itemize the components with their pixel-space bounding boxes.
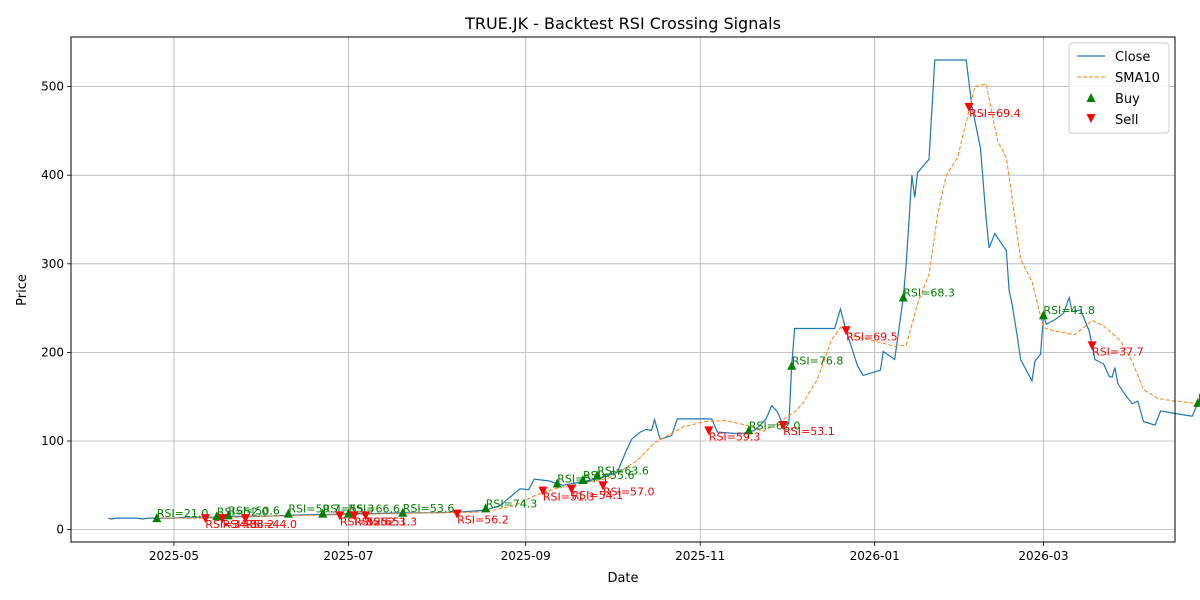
x-axis-title: Date — [607, 571, 638, 586]
sell-annotation: RSI=56.2 — [457, 514, 509, 527]
buy-marker — [283, 508, 293, 518]
sell-annotation: RSI=53.1 — [783, 425, 835, 438]
sell-annotation: RSI=37.7 — [1092, 345, 1144, 358]
legend-buy-label: Buy — [1115, 92, 1140, 107]
legend: Close SMA10 Buy Sell — [1068, 42, 1170, 134]
legend-sell-label: Sell — [1115, 113, 1138, 128]
buy-marker — [481, 503, 491, 513]
buy-annotation: RSI=76.8 — [792, 355, 844, 368]
chart-title: TRUE.JK - Backtest RSI Crossing Signals — [464, 14, 781, 33]
y-tick-label: 100 — [41, 434, 64, 448]
signals-layer: RSI=21.0RSI=52.0RSI=50.6RSI=59.7RSI=55.3… — [152, 102, 1200, 531]
buy-annotation: RSI=53.6 — [403, 502, 455, 515]
sell-annotation: RSI=52.3 — [354, 515, 406, 528]
x-tick-label: 2026-03 — [1018, 549, 1068, 563]
sell-marker — [841, 326, 851, 336]
sell-annotation: RSI=69.5 — [846, 330, 898, 343]
sell-marker — [335, 511, 345, 521]
sell-marker — [1087, 341, 1097, 351]
sell-annotation: RSI=38.2 — [223, 518, 275, 531]
buy-marker — [578, 474, 588, 484]
buy-marker — [223, 510, 233, 520]
y-ticks: 0 100 200 300 400 500 — [41, 80, 71, 537]
buy-marker — [152, 513, 162, 523]
buy-annotation: RSI=74.3 — [486, 497, 538, 510]
buy-annotation: RSI=62.0 — [749, 419, 801, 432]
buy-annotation: RSI=41.8 — [1043, 304, 1095, 317]
sma10-series-line — [156, 83, 1200, 519]
y-tick-label: 500 — [41, 80, 64, 94]
buy-annotation: RSI=66.6 — [348, 503, 400, 516]
buy-marker — [552, 478, 562, 488]
y-axis-title: Price — [15, 274, 30, 306]
x-ticks: 2025-05 2025-07 2025-09 2025-11 2026-01 2026-… — [149, 542, 1069, 563]
buy-marker — [787, 360, 797, 370]
x-tick-label: 2025-11 — [675, 549, 725, 563]
buy-marker — [744, 425, 754, 435]
sell-marker — [240, 514, 250, 524]
buy-marker — [318, 508, 328, 518]
sell-marker — [598, 481, 608, 491]
buy-annotation: RSI=59.7 — [288, 503, 340, 516]
sell-marker — [704, 426, 714, 436]
y-tick-label: 200 — [41, 345, 64, 359]
sell-annotation: RSI=54.1 — [572, 489, 624, 502]
buy-annotation: RSI=21.0 — [157, 507, 209, 520]
sell-marker — [778, 421, 788, 431]
sell-marker — [361, 511, 371, 521]
buy-marker — [1038, 310, 1048, 320]
buy-annotation: RSI=50.6 — [228, 504, 280, 517]
sell-marker — [218, 514, 228, 524]
legend-close-label: Close — [1115, 50, 1150, 65]
buy-annotation: RSI=68.3 — [903, 286, 955, 299]
legend-box — [1068, 42, 1170, 134]
x-tick-label: 2026-01 — [850, 549, 900, 563]
sell-marker — [567, 484, 577, 494]
y-tick-label: 300 — [41, 257, 64, 271]
sell-annotation: RSI=59.3 — [709, 430, 761, 443]
buy-annotation: RSI=37.2 — [1198, 392, 1200, 405]
sell-annotation: RSI=44.0 — [245, 518, 297, 531]
buy-marker — [592, 470, 602, 480]
sell-marker — [964, 102, 974, 112]
sell-marker — [349, 511, 359, 521]
x-tick-label: 2025-05 — [149, 549, 199, 563]
plot-frame — [70, 36, 1176, 543]
sell-marker — [538, 486, 548, 496]
buy-marker — [898, 292, 908, 302]
buy-marker — [398, 507, 408, 517]
legend-sell-marker — [1086, 114, 1096, 123]
sell-annotation: RSI=51.3 — [543, 491, 595, 504]
x-tick-label: 2025-09 — [501, 549, 551, 563]
sell-annotation: RSI=51.3 — [366, 515, 418, 528]
sell-annotation: RSI=69.4 — [969, 107, 1021, 120]
buy-marker — [212, 511, 222, 521]
x-tick-label: 2025-07 — [323, 549, 373, 563]
sell-annotation: RSI=57.0 — [603, 485, 655, 498]
legend-sma-label: SMA10 — [1115, 71, 1160, 86]
sell-annotation: RSI=52.6 — [340, 515, 392, 528]
grid — [71, 37, 1175, 542]
sell-annotation: RSI=34.8 — [205, 518, 257, 531]
buy-marker — [1193, 397, 1200, 407]
legend-buy-marker — [1086, 93, 1096, 102]
buy-annotation: RSI=63.6 — [597, 465, 649, 478]
sell-marker — [452, 509, 462, 519]
y-tick-label: 400 — [41, 168, 64, 182]
buy-marker — [343, 508, 353, 518]
y-tick-label: 0 — [56, 523, 64, 537]
sell-marker — [200, 514, 210, 524]
